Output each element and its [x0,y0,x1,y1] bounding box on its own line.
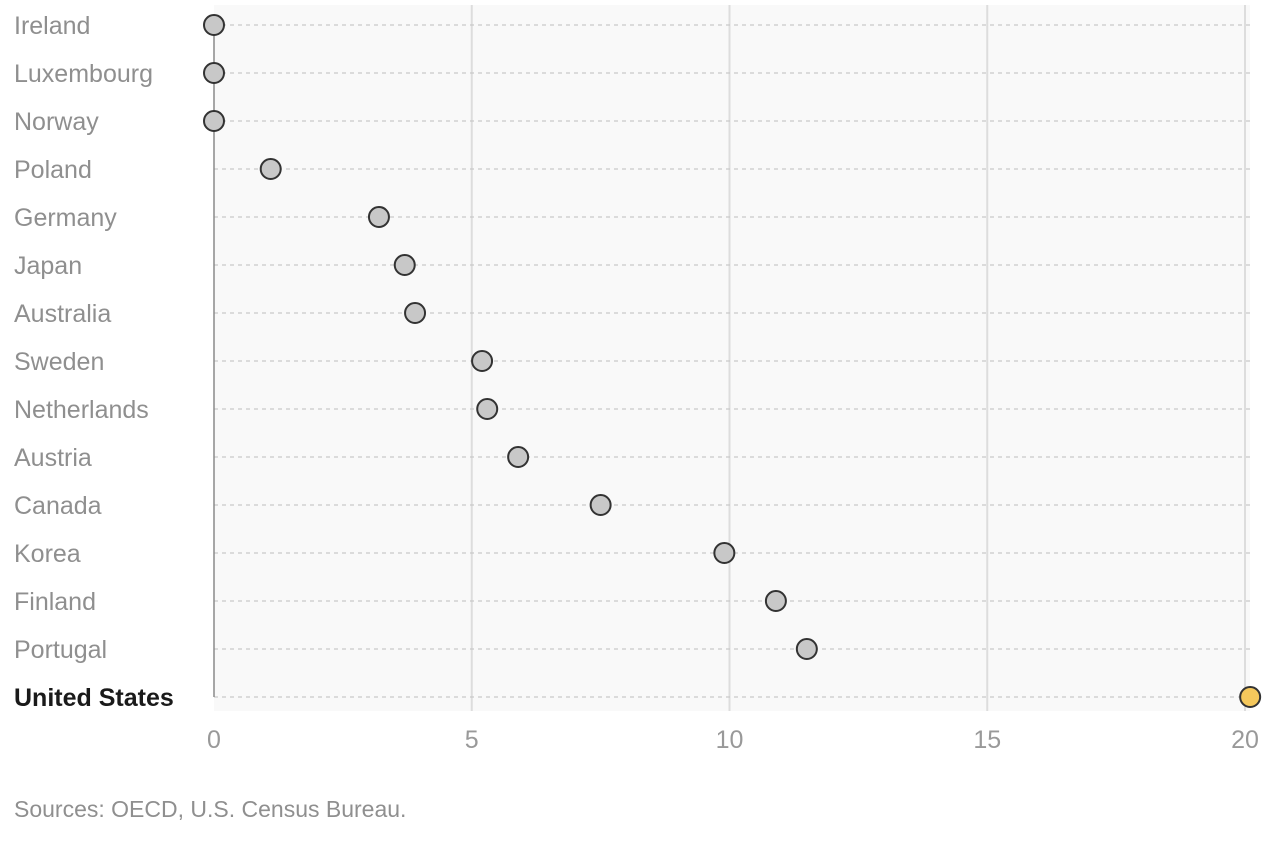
data-point [393,254,416,276]
category-label: Korea [14,540,81,568]
category-label: Poland [14,156,92,184]
category-label: Portugal [14,636,107,664]
category-label: Finland [14,588,96,616]
data-point [713,542,736,564]
category-label: Japan [14,252,82,280]
category-label: Canada [14,492,102,520]
data-point [404,302,427,324]
x-tick-label: 0 [207,726,221,754]
x-tick-label: 5 [465,726,479,754]
category-label: Netherlands [14,396,149,424]
x-tick-label: 15 [973,726,1001,754]
category-label: Ireland [14,12,90,40]
plot-background [214,5,1250,711]
x-axis-tick-labels: 0 5 10 15 20 [207,726,1259,754]
data-point [764,590,787,612]
category-label: Sweden [14,348,104,376]
category-label: Germany [14,204,117,232]
category-labels: Ireland Luxembourg Norway Poland Germany Japa… [14,12,174,712]
source-note: Sources: OECD, U.S. Census Bureau. [14,796,407,822]
data-point [203,62,225,84]
x-tick-label: 20 [1231,726,1259,754]
data-point [471,350,494,372]
data-point [203,110,225,132]
data-point [203,14,225,36]
highlight-data-point [1239,686,1262,708]
category-label: Luxembourg [14,60,153,88]
data-points [203,14,1262,708]
data-point [476,398,499,420]
data-point [589,494,612,516]
x-tick-label: 10 [716,726,744,754]
data-point [367,206,390,228]
category-label: United States [14,684,174,712]
data-point [795,638,818,660]
category-label: Austria [14,444,92,472]
category-label: Norway [14,108,99,136]
category-label: Australia [14,300,111,328]
data-point [507,446,530,468]
data-point [259,158,282,180]
